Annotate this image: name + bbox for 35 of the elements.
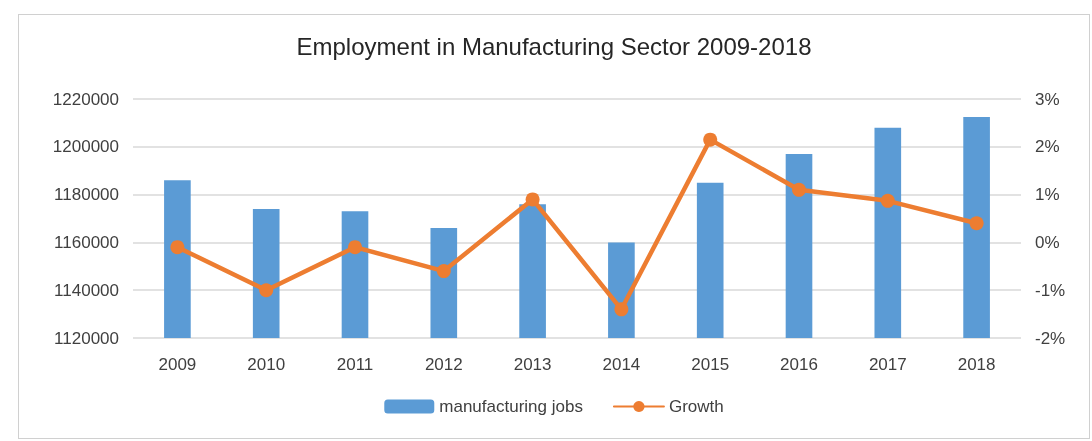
point [969,216,984,231]
y-tick-label: 1220000 [52,89,119,109]
x-tick-label: 2014 [602,355,641,374]
x-tick-label: 2015 [691,355,730,374]
x-tick-label: 2016 [780,355,818,374]
x-tick-label: 2010 [247,355,286,374]
y-tick-label: 1180000 [54,185,119,205]
point [525,192,540,207]
y2-tick-label: 2% [1035,137,1060,157]
point [614,302,629,317]
y2-tick-label: 3% [1035,89,1060,109]
point [348,240,362,255]
point [880,193,895,208]
y-tick-label: 1140000 [54,280,119,300]
x-tick-label: 2013 [513,355,552,374]
x-tick-label: 2018 [957,355,996,374]
y2-tick-label: -2% [1035,328,1066,348]
y-tick-label: 1120000 [54,328,119,348]
point [703,132,718,147]
point [259,283,274,298]
x-tick-label: 2009 [158,355,197,374]
y-tick-label: 1200000 [52,137,119,157]
legend-label: manufacturing jobs [439,397,583,416]
x-tick-label: 2017 [868,355,907,374]
x-tick-label: 2012 [424,355,463,374]
point [436,264,451,279]
point [170,240,185,255]
x-tick-label: 2011 [336,355,374,374]
point [792,182,806,197]
legend-label: Growth [668,397,724,416]
y-tick-label: 1160000 [54,232,119,252]
chart-title: Employment in Manufacturing Sector 2009-2018 [296,32,812,60]
y2-tick-label: -1% [1035,280,1066,300]
y2-tick-label: 0% [1035,232,1060,252]
y2-tick-label: 1% [1035,185,1060,205]
